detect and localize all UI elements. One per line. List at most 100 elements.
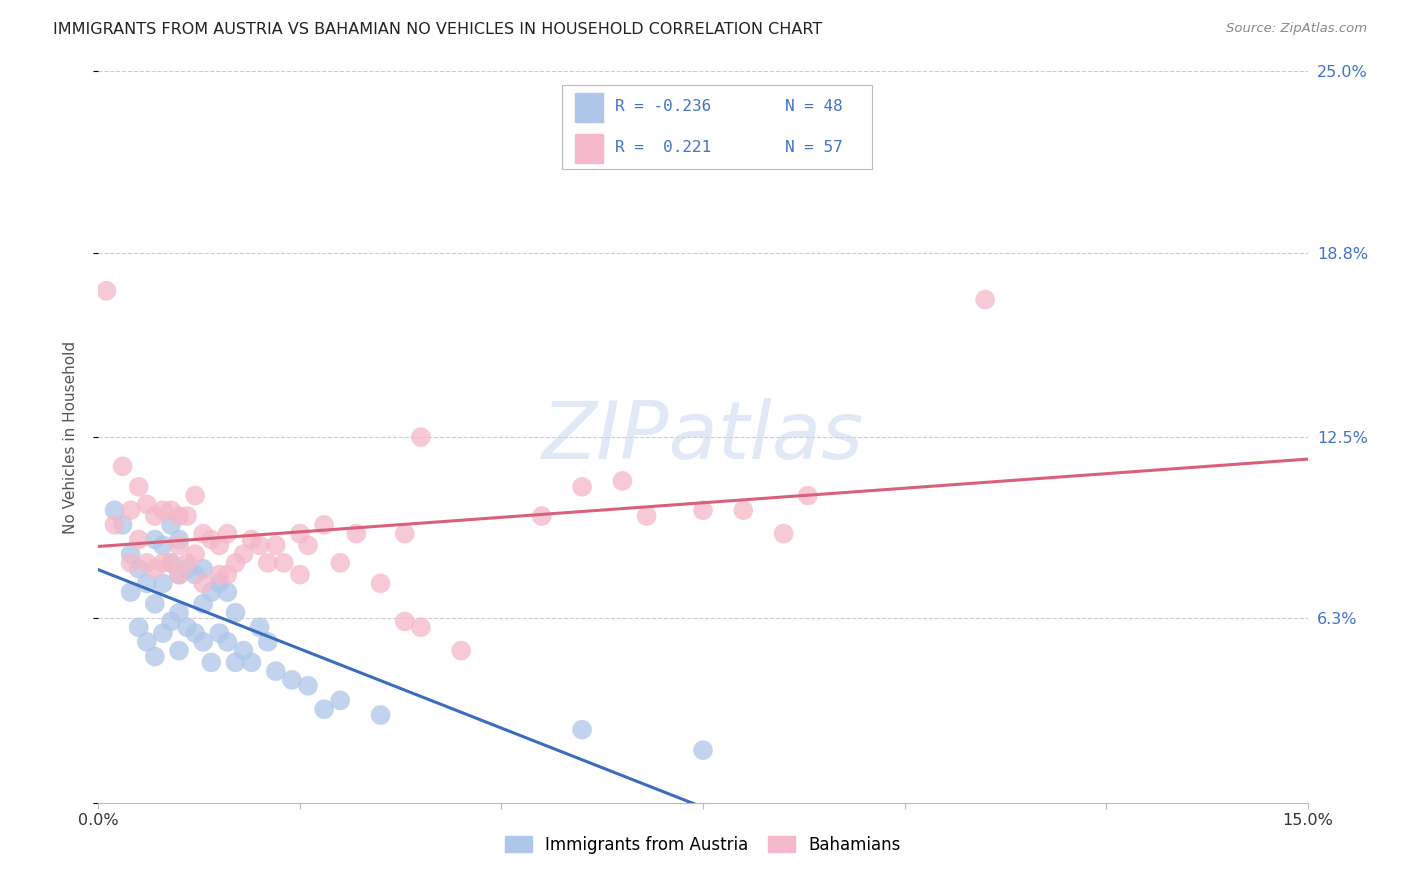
Point [184,567,207,582]
Point [733,503,755,517]
Point [217,585,239,599]
Point [160,556,183,570]
Point [249,538,271,552]
Point [370,576,392,591]
Point [571,723,593,737]
Point [450,643,472,657]
Point [370,708,392,723]
Point [224,656,246,670]
Point [143,649,166,664]
Point [103,503,125,517]
Point [208,567,231,582]
Point [200,533,222,547]
Point [128,533,150,547]
Y-axis label: No Vehicles in Household: No Vehicles in Household [63,341,77,533]
Point [772,526,794,541]
Point [120,585,142,599]
Point [135,497,157,511]
Point [240,533,263,547]
Point [974,293,997,307]
Point [249,620,271,634]
Point [160,503,183,517]
Legend: Immigrants from Austria, Bahamians: Immigrants from Austria, Bahamians [499,829,907,860]
Point [184,547,207,561]
Point [636,509,658,524]
Point [167,538,190,552]
Point [217,567,239,582]
Text: Source: ZipAtlas.com: Source: ZipAtlas.com [1226,22,1367,36]
Point [193,597,215,611]
Point [409,430,432,444]
Point [240,656,263,670]
Point [160,556,183,570]
Point [200,585,222,599]
Text: R =  0.221: R = 0.221 [614,140,711,155]
Point [120,503,142,517]
Text: IMMIGRANTS FROM AUSTRIA VS BAHAMIAN NO VEHICLES IN HOUSEHOLD CORRELATION CHART: IMMIGRANTS FROM AUSTRIA VS BAHAMIAN NO V… [53,22,823,37]
Point [152,626,174,640]
Point [167,567,190,582]
Point [184,489,207,503]
Point [152,576,174,591]
Point [217,526,239,541]
Point [264,664,287,678]
Point [232,643,254,657]
Point [273,556,295,570]
Point [208,538,231,552]
Text: N = 48: N = 48 [785,99,842,114]
Point [160,615,183,629]
Point [314,517,336,532]
Point [200,656,222,670]
Point [128,562,150,576]
Point [193,562,215,576]
Point [256,556,278,570]
Point [612,474,634,488]
Point [692,503,714,517]
Point [176,620,198,634]
Point [111,517,134,532]
Point [394,615,416,629]
Point [152,503,174,517]
Point [208,626,231,640]
Text: R = -0.236: R = -0.236 [614,99,711,114]
Point [143,562,166,576]
Point [224,556,246,570]
Point [297,679,319,693]
Point [797,489,820,503]
Point [571,480,593,494]
Point [120,547,142,561]
Bar [575,93,603,122]
Point [167,533,190,547]
Text: N = 57: N = 57 [785,140,842,155]
Text: ZIPatlas: ZIPatlas [541,398,865,476]
Point [329,556,352,570]
Point [167,606,190,620]
Point [135,635,157,649]
Point [288,567,311,582]
Point [193,526,215,541]
Point [224,606,246,620]
Point [314,702,336,716]
Point [184,626,207,640]
Point [208,576,231,591]
Point [167,567,190,582]
Point [152,538,174,552]
Point [692,743,714,757]
Point [264,538,287,552]
Point [111,459,134,474]
Point [135,556,157,570]
Point [232,547,254,561]
Point [167,509,190,524]
Point [329,693,352,707]
Point [176,556,198,570]
Point [160,517,183,532]
Point [96,284,118,298]
Point [176,562,198,576]
Point [143,533,166,547]
Point [217,635,239,649]
Bar [575,134,603,162]
Point [176,509,198,524]
Point [409,620,432,634]
Point [344,526,367,541]
Point [128,620,150,634]
